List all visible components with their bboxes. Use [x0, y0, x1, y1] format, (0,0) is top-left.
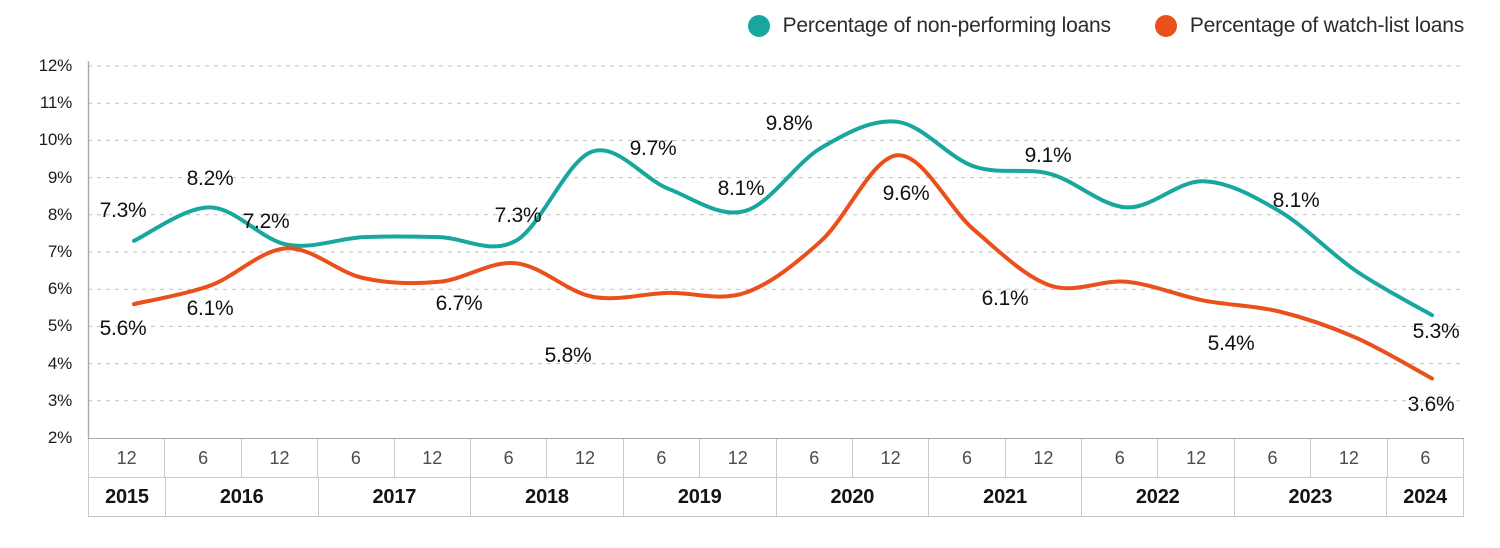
- year-cell-2023: 2023: [1235, 478, 1388, 516]
- data-label: 7.3%: [99, 199, 147, 222]
- year-cell-2017: 2017: [319, 478, 472, 516]
- data-label: 6.7%: [435, 292, 483, 315]
- y-axis-label: 9%: [47, 167, 72, 187]
- month-cell: 12: [1158, 439, 1235, 477]
- y-axis-label: 6%: [47, 279, 72, 299]
- data-label: 8.2%: [186, 167, 234, 190]
- month-cell: 12: [395, 439, 471, 477]
- data-label: 9.7%: [629, 137, 677, 160]
- legend-label-watch-list-loans: Percentage of watch-list loans: [1189, 14, 1464, 37]
- x-axis-table: 12 6 12 6 12 6 12 6 12 6 12 6 12 6 12 6 12 6 2015 2016 2017…: [88, 438, 1465, 517]
- month-cell: 12: [700, 439, 777, 477]
- year-cell-2021: 2021: [929, 478, 1082, 516]
- month-cell: 6: [1235, 439, 1312, 477]
- x-axis-month-row: 12 6 12 6 12 6 12 6 12 6 12 6 12 6 12 6 12 6: [88, 439, 1465, 478]
- y-axis-label: 12%: [38, 56, 73, 75]
- data-label: 7.3%: [494, 204, 542, 227]
- data-label: 7.2%: [242, 210, 290, 233]
- x-axis-year-row: 2015 2016 2017 2018 2019 2020 2021 2022 2023 2024: [88, 478, 1465, 516]
- year-cell-2016: 2016: [166, 478, 319, 516]
- data-label: 8.1%: [1272, 189, 1320, 212]
- month-cell: 6: [471, 439, 548, 477]
- data-label: 5.4%: [1207, 332, 1255, 355]
- legend-item-non-performing-loans: Percentage of non-performing loans: [747, 14, 1111, 38]
- data-label: 5.6%: [99, 317, 147, 340]
- legend-label-non-performing-loans: Percentage of non-performing loans: [782, 14, 1111, 37]
- series-line-non-performing-loans: [132, 119, 1434, 318]
- data-label: 5.8%: [544, 344, 592, 367]
- legend-dot-orange-icon: [1154, 15, 1177, 37]
- year-cell-2019: 2019: [624, 478, 777, 516]
- year-cell-2024: 2024: [1387, 478, 1465, 516]
- y-axis-label: 5%: [47, 316, 72, 336]
- data-label: 8.1%: [717, 177, 765, 200]
- data-label: 3.6%: [1407, 393, 1455, 416]
- month-cell: 6: [318, 439, 395, 477]
- chart-legend: Percentage of non-performing loans Perce…: [747, 14, 1464, 38]
- data-label: 5.3%: [1412, 320, 1460, 343]
- month-cell: 12: [853, 439, 930, 477]
- month-cell: 12: [1311, 439, 1388, 477]
- y-axis-label: 10%: [38, 130, 73, 150]
- year-cell-2020: 2020: [777, 478, 930, 516]
- data-label: 9.8%: [765, 112, 813, 135]
- year-cell-2022: 2022: [1082, 478, 1235, 516]
- month-cell: 6: [1082, 439, 1159, 477]
- data-label: 9.1%: [1024, 144, 1072, 167]
- series-line-watch-list-loans: [132, 153, 1434, 381]
- month-cell: 12: [242, 439, 319, 477]
- legend-item-watch-list-loans: Percentage of watch-list loans: [1154, 14, 1464, 38]
- data-label: 9.6%: [882, 182, 930, 205]
- month-cell: 12: [88, 439, 166, 477]
- month-cell: 12: [1006, 439, 1083, 477]
- y-axis-label: 7%: [47, 242, 72, 261]
- y-axis-label: 2%: [47, 428, 72, 447]
- data-label: 6.1%: [981, 287, 1029, 310]
- month-cell: 6: [624, 439, 701, 477]
- month-cell: 6: [165, 439, 242, 477]
- month-cell: 6: [777, 439, 853, 477]
- year-cell-2015: 2015: [88, 478, 166, 516]
- y-axis-label: 3%: [47, 390, 72, 410]
- month-cell: 12: [547, 439, 624, 477]
- legend-dot-teal-icon: [747, 15, 770, 37]
- y-axis-label: 4%: [47, 353, 72, 373]
- data-label: 6.1%: [186, 297, 234, 320]
- y-axis-label: 8%: [47, 204, 72, 224]
- y-axis-label: 11%: [39, 93, 72, 113]
- month-cell: 6: [929, 439, 1006, 477]
- month-cell: 6: [1388, 439, 1465, 477]
- year-cell-2018: 2018: [471, 478, 624, 516]
